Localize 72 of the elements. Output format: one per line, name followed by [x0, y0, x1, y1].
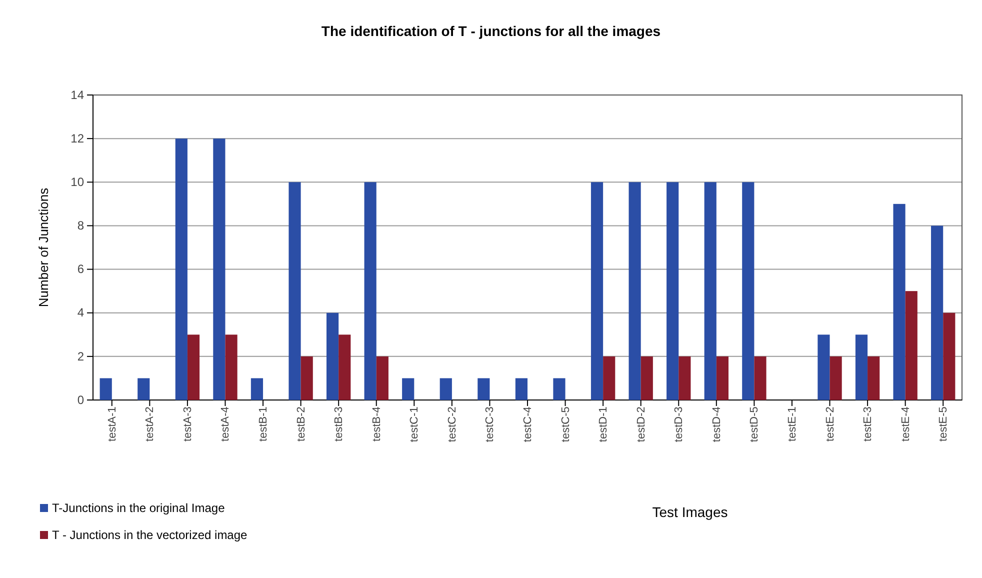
- y-tick-label: 4: [77, 306, 84, 320]
- x-tick-label: testE-5: [938, 406, 950, 442]
- bar: [868, 356, 880, 400]
- bar: [402, 378, 414, 400]
- y-tick-label: 10: [70, 174, 84, 189]
- y-axis-title: Number of Junctions: [36, 187, 51, 308]
- x-tick-label: testC-3: [484, 406, 496, 442]
- bar: [175, 138, 188, 400]
- bar: [704, 182, 716, 400]
- bar: [943, 312, 956, 400]
- x-axis-title: Test Images: [652, 504, 728, 520]
- x-tick-label: testC-1: [408, 406, 421, 442]
- legend-label: T - Junctions in the vectorized image: [52, 528, 248, 542]
- x-tick-label: testB-3: [333, 406, 346, 442]
- chart-title: The identification of T - junctions for all the images: [321, 23, 661, 39]
- x-tick-label: testA-2: [144, 406, 156, 442]
- x-tick-label: testA-3: [182, 406, 194, 442]
- bar: [364, 182, 376, 400]
- bar: [590, 182, 604, 400]
- x-tick-label: testB-4: [370, 406, 383, 442]
- y-tick-label: 2: [77, 349, 84, 364]
- x-tick-label: testB-1: [258, 406, 270, 442]
- x-tick-label: testD-3: [673, 406, 686, 442]
- y-tick-label: 0: [77, 392, 84, 407]
- x-tick-label: testE-3: [862, 406, 874, 442]
- x-tick-label: testA-1: [106, 406, 118, 442]
- bar: [666, 182, 679, 400]
- bar: [893, 204, 906, 400]
- y-tick-label: 8: [77, 218, 84, 233]
- x-tick-label: testC-2: [446, 406, 458, 442]
- bar: [931, 226, 944, 400]
- bar: [515, 378, 528, 400]
- bar: [855, 334, 868, 400]
- bar: [376, 356, 388, 400]
- bar: [678, 356, 691, 400]
- bar: [818, 334, 830, 400]
- bar: [187, 334, 200, 400]
- bar: [250, 378, 264, 400]
- bar: [742, 182, 754, 400]
- x-tick-label: testD-2: [635, 406, 648, 442]
- x-tick-label: testB-2: [295, 406, 308, 442]
- bar: [553, 378, 566, 400]
- bar: [754, 356, 766, 400]
- bar: [603, 356, 616, 400]
- bar: [440, 378, 452, 400]
- x-tick-label: testA-4: [220, 406, 232, 442]
- x-tick-label: testD-1: [598, 406, 610, 442]
- x-tick-label: testC-4: [522, 406, 534, 442]
- bar: [326, 312, 339, 400]
- x-tick-label: testE-4: [900, 406, 912, 442]
- bar: [225, 334, 238, 400]
- bar: [300, 356, 313, 400]
- bar: [213, 138, 226, 400]
- bar: [478, 378, 490, 400]
- bar: [100, 378, 112, 400]
- legend-label: T-Junctions in the original Image: [52, 501, 226, 515]
- bar: [716, 356, 729, 400]
- bar: [288, 182, 301, 400]
- bar: [830, 356, 842, 400]
- bar: [628, 182, 641, 400]
- bar: [138, 378, 150, 400]
- x-tick-label: testE-1: [786, 406, 798, 442]
- x-tick-label: testC-5: [560, 406, 572, 442]
- x-tick-label: testD-5: [748, 406, 761, 442]
- bar: [338, 334, 351, 400]
- bar: [640, 356, 653, 400]
- y-tick-label: 12: [70, 131, 84, 146]
- y-tick-label: 6: [77, 262, 84, 276]
- x-tick-label: testE-2: [824, 406, 836, 442]
- x-tick-label: testD-4: [710, 406, 723, 442]
- y-tick-label: 14: [70, 88, 84, 102]
- bar: [905, 291, 918, 400]
